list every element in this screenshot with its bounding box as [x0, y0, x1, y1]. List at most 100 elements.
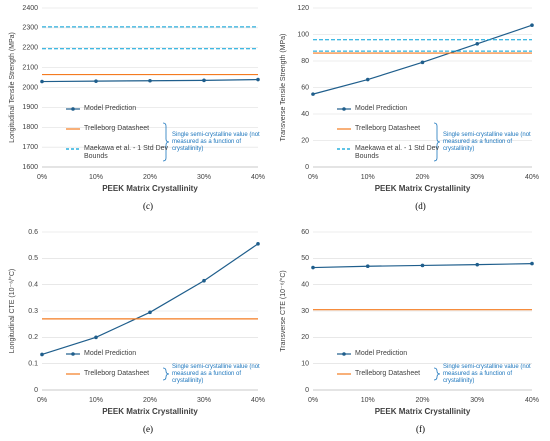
data-point [256, 242, 260, 246]
model-line [312, 24, 533, 95]
x-tick-label: 30% [197, 397, 211, 404]
y-tick-label: 0.1 [28, 361, 38, 368]
y-tick-label: 20 [301, 137, 309, 144]
x-tick-label: 0% [308, 174, 318, 181]
brace [162, 367, 170, 381]
y-tick-label: 2400 [22, 5, 38, 12]
y-tick-label: 0 [305, 387, 309, 394]
y-tick-label: 40 [301, 111, 309, 118]
y-tick-label: 1600 [22, 164, 38, 171]
y-tick-label: 30 [301, 308, 309, 315]
x-tick-label: 40% [525, 397, 539, 404]
y-tick-label: 120 [297, 5, 309, 12]
y-axis-label: Transverse Tensile Strength (MPa) [280, 34, 287, 142]
panel-label: (c) [143, 201, 153, 211]
y-tick-label: 50 [301, 255, 309, 262]
x-tick-label: 20% [415, 174, 429, 181]
y-tick-label: 0.6 [28, 229, 38, 236]
data-point [94, 335, 98, 340]
x-axis-label: PEEK Matrix Crystallinity [375, 184, 471, 193]
y-tick-label: 60 [301, 229, 309, 236]
panel-label: (e) [143, 424, 153, 434]
y-tick-label: 10 [301, 361, 309, 368]
y-tick-label: 20 [301, 334, 309, 341]
legend-marker [71, 107, 75, 111]
legend-label: Model Prediction [355, 105, 408, 112]
note: Single semi-crystalline value (not measu… [443, 364, 531, 384]
data-point [311, 92, 315, 96]
legend-label: Model Prediction [84, 105, 137, 112]
data-point [311, 265, 315, 270]
y-tick-label: 2100 [22, 64, 38, 71]
x-tick-label: 40% [525, 174, 539, 181]
x-tick-label: 40% [251, 174, 265, 181]
data-point [365, 77, 370, 82]
data-point [420, 60, 425, 65]
y-tick-label: 0 [34, 387, 38, 394]
y-tick-label: 0.3 [28, 308, 38, 315]
y-tick-label: 100 [297, 31, 309, 38]
legend-marker [342, 352, 346, 356]
model-line [41, 243, 259, 356]
x-tick-label: 20% [143, 397, 157, 404]
x-tick-label: 30% [197, 174, 211, 181]
x-axis-label: PEEK Matrix Crystallinity [375, 407, 471, 416]
data-point [365, 264, 370, 269]
data-point [256, 77, 260, 82]
y-tick-label: 2000 [22, 84, 38, 91]
x-tick-label: 30% [470, 174, 484, 181]
data-point [148, 310, 152, 315]
legend-label: Maekawa et al. - 1 Std Dev Bounds [84, 145, 169, 160]
legend-label: Trelleborg Datasheet [84, 125, 150, 132]
legend-label: Trelleborg Datasheet [84, 370, 150, 377]
y-tick-label: 40 [301, 282, 309, 289]
y-tick-label: 1700 [22, 144, 38, 151]
note: Single semi-crystalline value (not measu… [172, 132, 260, 152]
data-point [94, 79, 98, 83]
note: Single semi-crystalline value (not measu… [172, 364, 260, 384]
y-axis-label: Longitudinal CTE (10⁻⁶/°C) [8, 269, 16, 353]
data-point [148, 78, 152, 83]
y-axis-label: Transverse CTE (10⁻⁶/°C) [279, 270, 287, 351]
data-point [475, 262, 480, 267]
data-point [530, 23, 534, 28]
panel-label: (d) [415, 201, 426, 211]
data-point [530, 261, 534, 266]
x-tick-label: 40% [251, 397, 265, 404]
x-tick-label: 10% [361, 174, 375, 181]
y-tick-label: 60 [301, 84, 309, 91]
data-point [40, 79, 44, 84]
y-tick-label: 0 [305, 164, 309, 171]
brace [162, 122, 170, 162]
y-tick-label: 0.5 [28, 255, 38, 262]
data-point [202, 78, 206, 83]
note: Single semi-crystalline value (not measu… [443, 132, 531, 152]
x-axis-label: PEEK Matrix Crystallinity [102, 184, 198, 193]
x-tick-label: 0% [308, 397, 318, 404]
y-tick-label: 2200 [22, 45, 38, 52]
panel-label: (f) [416, 424, 425, 434]
brace [433, 122, 441, 162]
legend-marker [71, 352, 75, 356]
y-tick-label: 1800 [22, 124, 38, 131]
y-tick-label: 80 [301, 58, 309, 65]
legend-label: Maekawa et al. - 1 Std Dev Bounds [355, 145, 440, 160]
data-point [475, 41, 480, 46]
y-tick-label: 2300 [22, 25, 38, 32]
legend-label: Model Prediction [355, 350, 408, 357]
y-axis-label: Longitudinal Tensile Strength (MPa) [9, 32, 16, 143]
x-tick-label: 10% [361, 397, 375, 404]
x-tick-label: 20% [143, 174, 157, 181]
x-axis-label: PEEK Matrix Crystallinity [102, 407, 198, 416]
legend-label: Model Prediction [84, 350, 137, 357]
x-tick-label: 0% [37, 174, 47, 181]
x-tick-label: 10% [89, 397, 103, 404]
y-tick-label: 0.4 [28, 282, 38, 289]
x-tick-label: 0% [37, 397, 47, 404]
data-point [40, 352, 44, 357]
x-tick-label: 10% [89, 174, 103, 181]
legend-marker [342, 107, 346, 111]
legend-label: Trelleborg Datasheet [355, 125, 421, 132]
